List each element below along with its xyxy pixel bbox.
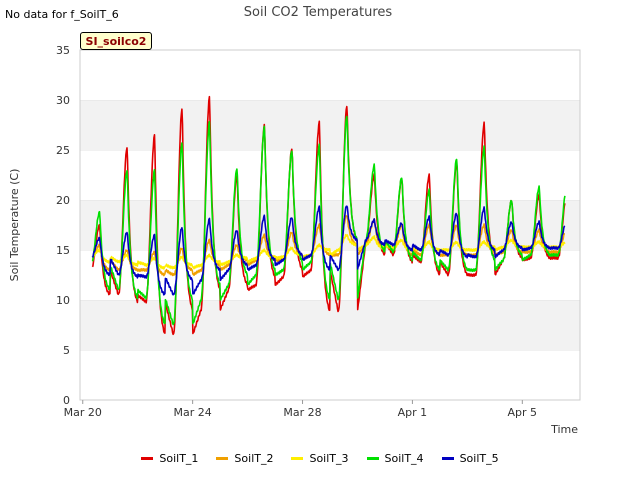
legend-label: SoilT_3 <box>309 452 349 465</box>
series-lines <box>91 95 566 336</box>
y-tick-label: 25 <box>56 144 70 157</box>
plot-border <box>79 49 581 401</box>
legend-item: SoilT_1 <box>141 452 198 465</box>
legend-label: SoilT_2 <box>234 452 274 465</box>
legend-swatch <box>441 457 454 460</box>
y-axis-label: Soil Temperature (C) <box>8 169 21 282</box>
legend-item: SoilT_3 <box>291 452 349 465</box>
legend-swatch <box>366 457 379 460</box>
x-axis-label: Time <box>550 423 578 436</box>
series-line-soilt-4 <box>91 115 566 326</box>
legend-swatch <box>216 457 229 460</box>
x-tick-label: Mar 24 <box>174 406 212 419</box>
y-tick-label: 15 <box>56 244 70 257</box>
y-tick-label: 35 <box>56 44 70 57</box>
y-tick-label: 20 <box>56 194 70 207</box>
y-tick-label: 0 <box>63 394 70 407</box>
grid-band <box>80 200 580 250</box>
chart-legend: SoilT_1 SoilT_2 SoilT_3 SoilT_4 SoilT_5 <box>0 452 640 465</box>
chart-title: Soil CO2 Temperatures <box>244 5 393 20</box>
plot-bands <box>80 49 580 400</box>
site-badge: SI_soilco2 <box>80 32 152 50</box>
series-line-soilt-5 <box>91 205 566 296</box>
series-line-soilt-2 <box>91 215 566 277</box>
legend-item: SoilT_2 <box>216 452 273 465</box>
legend-label: SoilT_5 <box>459 452 499 465</box>
grid-band <box>80 50 580 100</box>
grid-band <box>80 350 580 400</box>
y-tick-label: 30 <box>56 94 70 107</box>
x-axis-ticks: Mar 20 Mar 24 Mar 28 Apr 1 Apr 5 <box>64 400 537 419</box>
x-tick-label: Mar 28 <box>283 406 321 419</box>
grid-band <box>80 100 580 150</box>
x-tick-label: Apr 5 <box>508 406 538 419</box>
legend-item: SoilT_5 <box>441 452 499 465</box>
no-data-note: No data for f_SoilT_6 <box>5 8 119 21</box>
legend-item: SoilT_4 <box>366 452 424 465</box>
x-tick-label: Mar 20 <box>64 406 102 419</box>
legend-swatch <box>291 457 304 460</box>
grid-band <box>80 150 580 200</box>
y-tick-label: 5 <box>63 344 70 357</box>
legend-label: SoilT_1 <box>159 452 199 465</box>
series-line-soilt-3 <box>91 233 566 270</box>
x-tick-label: Apr 1 <box>398 406 428 419</box>
y-axis-ticks: 0 5 10 15 20 25 30 35 <box>56 44 70 407</box>
y-tick-label: 10 <box>56 294 70 307</box>
legend-label: SoilT_4 <box>384 452 424 465</box>
legend-swatch <box>141 457 154 460</box>
